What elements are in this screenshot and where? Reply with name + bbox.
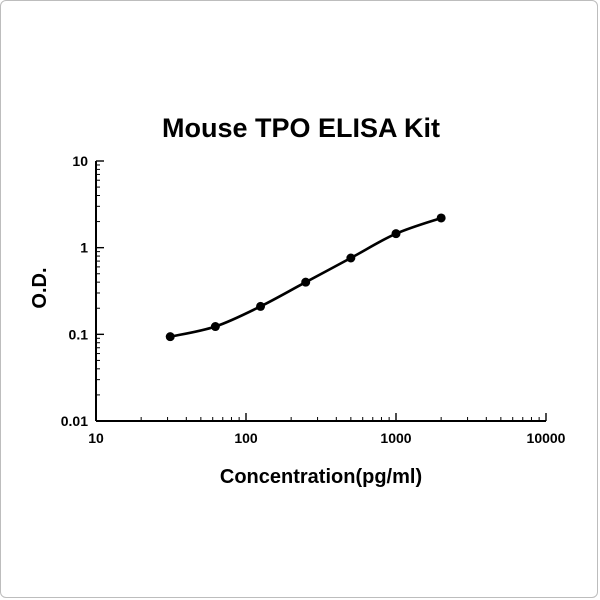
x-tick-label: 10 bbox=[88, 430, 104, 446]
standard-curve-point-marker bbox=[301, 277, 311, 287]
standard-curve-line bbox=[168, 216, 443, 338]
y-tick-label: 10 bbox=[72, 153, 88, 169]
chart-title: Mouse TPO ELISA Kit bbox=[161, 113, 440, 143]
x-axis-title: Concentration(pg/ml) bbox=[219, 466, 423, 488]
standard-curve-point-marker bbox=[210, 322, 220, 332]
standard-curve-point-marker bbox=[256, 301, 266, 311]
x-tick-label: 100 bbox=[234, 430, 258, 446]
standard-curve-point-marker bbox=[165, 332, 175, 342]
x-tick-label: 1000 bbox=[380, 430, 411, 446]
y-tick-label: 0.1 bbox=[69, 326, 89, 342]
standard-curve-point-marker bbox=[346, 253, 356, 263]
x-tick-label: 10000 bbox=[527, 430, 566, 446]
y-tick-label: 1 bbox=[80, 240, 88, 256]
standard-curve-point-marker bbox=[391, 229, 401, 239]
y-tick-label: 0.01 bbox=[61, 413, 88, 429]
standard-curve-point-marker bbox=[436, 213, 446, 223]
